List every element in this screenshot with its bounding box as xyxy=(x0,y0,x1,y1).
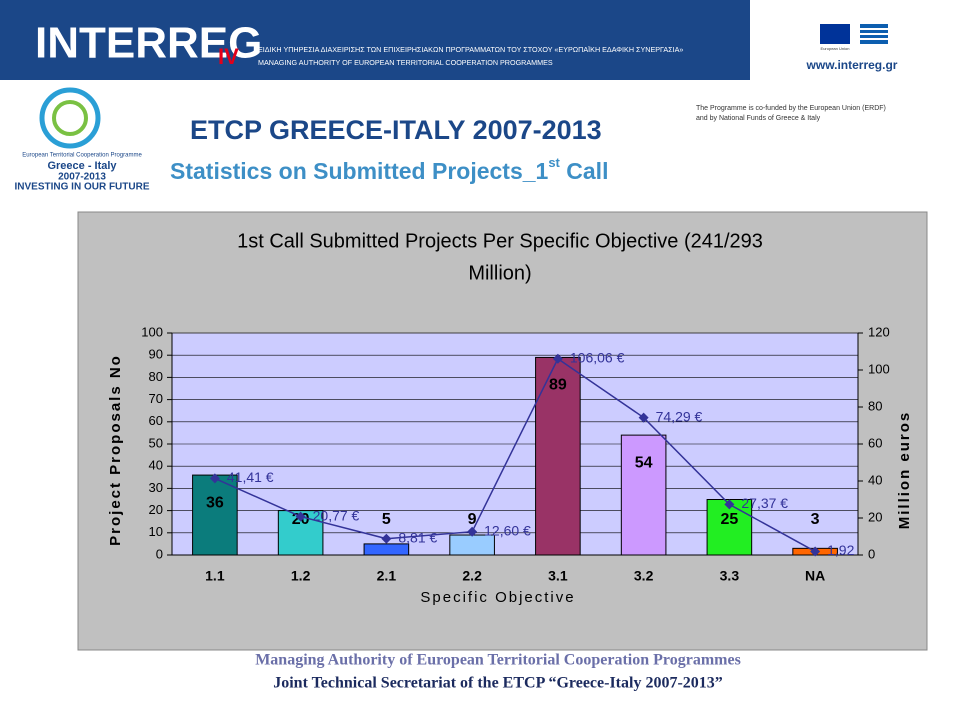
line-label: 106,06 € xyxy=(570,349,625,365)
banner-line: ΕΙΔΙΚΗ ΥΠΗΡΕΣΙΑ ΔΙΑΧΕΙΡΙΣΗΣ ΤΩΝ ΕΠΙΧΕΙΡΗ… xyxy=(258,45,683,54)
y2-tick-label: 80 xyxy=(868,398,882,413)
line-marker xyxy=(295,511,306,522)
logo-text: European Territorial Cooperation Program… xyxy=(22,153,142,159)
x-axis-title: Specific Objective xyxy=(420,589,575,606)
eu-flag xyxy=(820,24,850,44)
plot: 0 10 20 30 40 50 60 70 80 90 100 0 20 40 60 80 100 120 1.1… xyxy=(141,324,889,583)
x-tick-label: 3.3 xyxy=(720,568,740,584)
y2-tick-label: 40 xyxy=(868,472,882,487)
bar-label: 9 xyxy=(468,511,477,528)
gr-flag-stripe xyxy=(860,28,888,30)
bar-label: 25 xyxy=(720,511,738,528)
line-label: 12,60 € xyxy=(484,522,531,538)
chart-title: 1st Call Submitted Projects Per Specific… xyxy=(237,230,763,252)
logo-text: INVESTING IN OUR FUTURE xyxy=(14,182,149,193)
line-marker xyxy=(638,412,649,423)
x-tick-label: NA xyxy=(805,568,825,584)
x-tick-label: 3.2 xyxy=(634,568,654,584)
bar-label: 3 xyxy=(811,511,820,528)
y-tick-label: 70 xyxy=(149,391,163,406)
bar xyxy=(192,474,238,556)
line-marker xyxy=(467,526,478,537)
subtitle-part: Call xyxy=(560,158,609,184)
y-tick-label: 50 xyxy=(149,435,163,450)
y-tick-label: 30 xyxy=(149,480,163,495)
y2-tick-label: 100 xyxy=(868,361,890,376)
logo-ring xyxy=(39,87,101,149)
line-marker xyxy=(810,546,821,557)
line-label: 27,37 € xyxy=(741,495,788,511)
y2-axis-title: Million euros xyxy=(896,411,913,530)
x-tick-label: 1.1 xyxy=(205,568,225,584)
line-marker xyxy=(552,353,563,364)
cofund: The Programme is co-funded by the Europe… xyxy=(696,105,886,112)
y-tick-label: 100 xyxy=(141,324,163,339)
bar-label: 54 xyxy=(635,454,653,471)
line xyxy=(214,357,816,553)
y2-tick-label: 20 xyxy=(868,509,882,524)
brand: INTERREG xyxy=(35,19,262,68)
gr-flag-stripe xyxy=(860,38,888,40)
subtitle-part: Statistics on Submitted Projects_1 xyxy=(170,158,549,184)
line-marker xyxy=(209,473,220,484)
y2-tick-label: 120 xyxy=(868,324,890,339)
x-tick-label: 2.1 xyxy=(377,568,397,584)
y-tick-label: 0 xyxy=(156,546,163,561)
footer: Joint Technical Secretariat of the ETCP … xyxy=(273,675,723,692)
logo-text: Greece - Italy xyxy=(47,160,117,172)
chart-title: Million) xyxy=(468,262,531,284)
subtitle-sup: st xyxy=(548,155,560,170)
bar-label: 89 xyxy=(549,377,567,394)
y2-tick-label: 0 xyxy=(868,546,875,561)
logo-ring xyxy=(52,100,88,136)
eu-label: European Union xyxy=(821,46,850,51)
y-tick-label: 40 xyxy=(149,458,163,473)
x-tick-label: 3.1 xyxy=(548,568,568,584)
footer: Managing Authority of European Territori… xyxy=(255,652,741,669)
y-axis-title: Project Proposals No xyxy=(107,354,124,546)
y-tick-label: 10 xyxy=(149,524,163,539)
line-label: 20,77 € xyxy=(313,507,360,523)
line-marker xyxy=(381,533,392,544)
line-label: 41,41 € xyxy=(227,469,274,485)
banner xyxy=(0,0,750,80)
line-label: 8,81 € xyxy=(398,529,437,545)
line-label: 74,29 € xyxy=(656,408,703,424)
banner-line: MANAGING AUTHORITY OF EUROPEAN TERRITORI… xyxy=(258,58,553,67)
y-tick-label: 90 xyxy=(149,347,163,362)
y-tick-label: 20 xyxy=(149,502,163,517)
brand-suffix: IV xyxy=(218,44,239,69)
banner-right xyxy=(750,0,960,80)
logo-text: 2007-2013 xyxy=(58,172,106,183)
bar-label: 5 xyxy=(382,511,391,528)
y2-tick-label: 60 xyxy=(868,435,882,450)
bar xyxy=(363,543,410,556)
cofund: and by National Funds of Greece & Italy xyxy=(696,115,821,122)
x-tick-label: 1.2 xyxy=(291,568,311,584)
y-tick-label: 60 xyxy=(149,413,163,428)
line-marker xyxy=(724,499,735,510)
website: www.interreg.gr xyxy=(806,58,898,72)
x-tick-label: 2.2 xyxy=(462,568,482,584)
gr-flag-stripe xyxy=(860,33,888,35)
slide-title: ETCP GREECE-ITALY 2007-2013 xyxy=(190,115,602,145)
y-tick-label: 80 xyxy=(149,369,163,384)
line-label: 1,92 xyxy=(827,542,854,558)
bar xyxy=(620,434,667,556)
bar-label: 36 xyxy=(206,494,224,511)
slide-subtitle: Statistics on Submitted Projects_1st Cal… xyxy=(170,155,608,184)
